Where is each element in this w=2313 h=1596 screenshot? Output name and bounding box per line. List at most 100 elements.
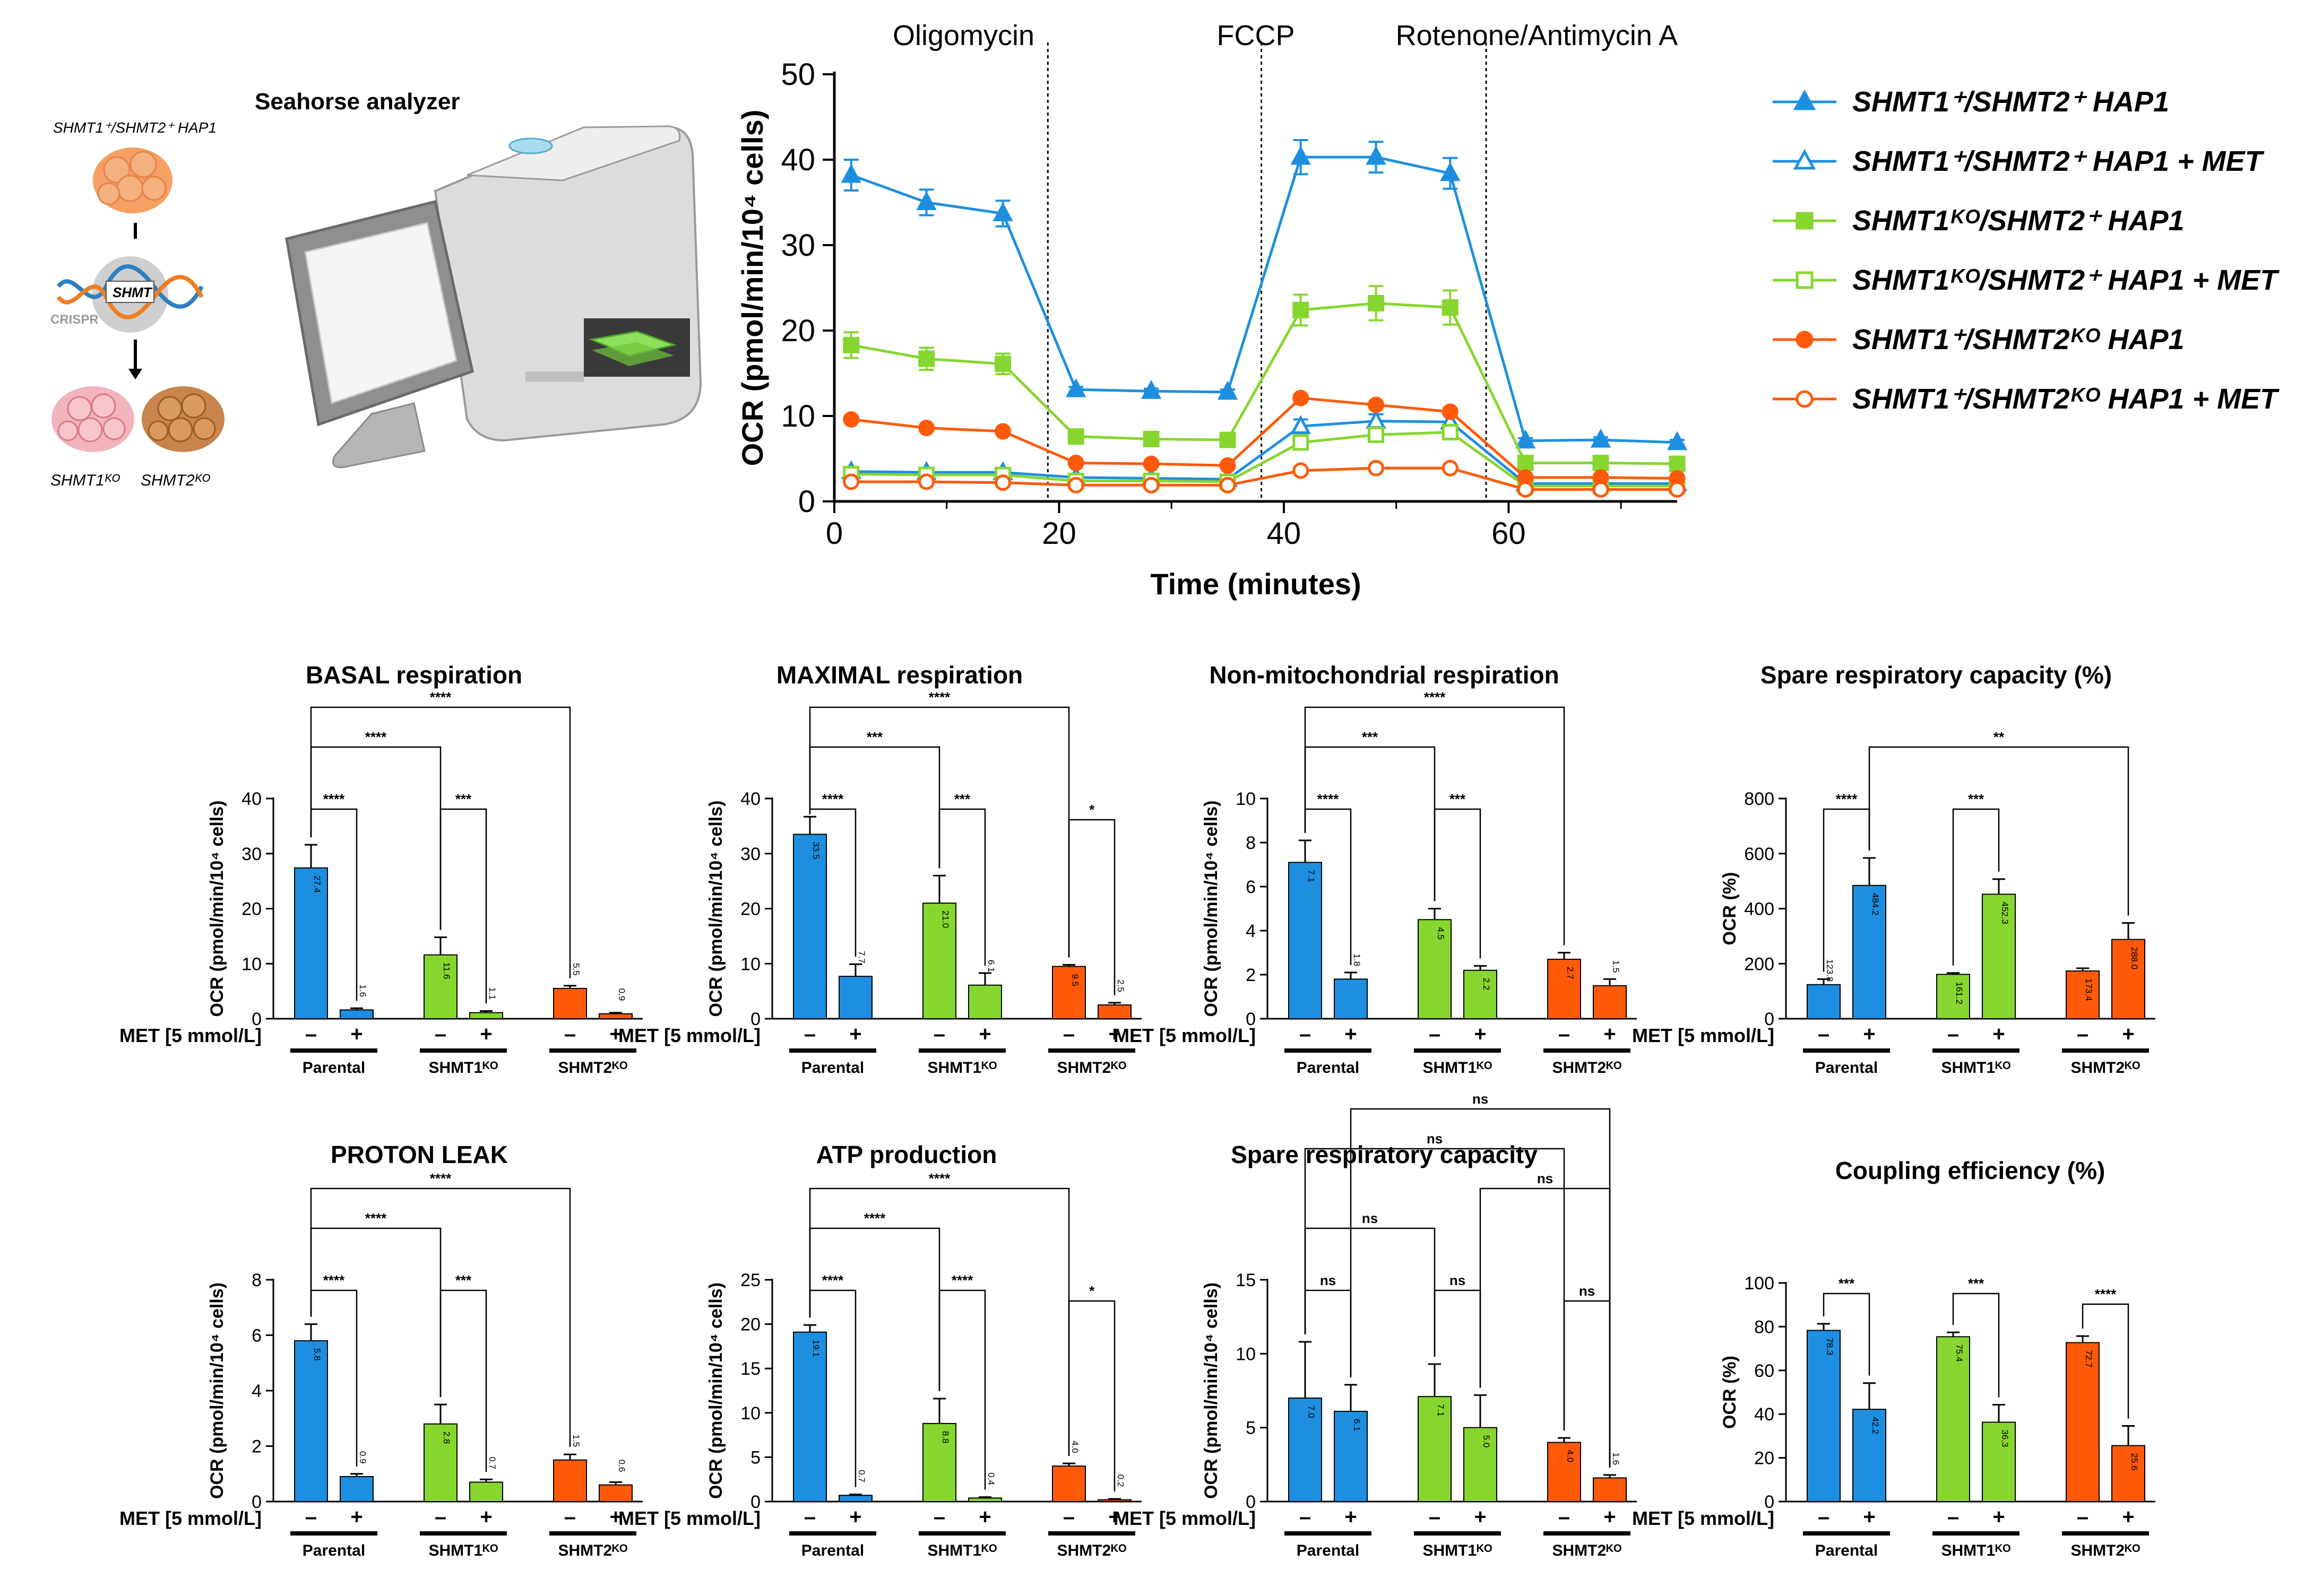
value-label: 5.5 [571, 963, 581, 976]
bar [340, 1476, 374, 1503]
significance-label: **** [822, 791, 844, 807]
value-label: 123.8 [1825, 959, 1835, 982]
group-label: SHMT1ᴷᴼ [927, 1059, 997, 1077]
group-label: SHMT2ᴷᴼ [2070, 1059, 2140, 1077]
condition-label: + [979, 1022, 991, 1046]
legend-marker [1796, 390, 1814, 408]
condition-label: + [1863, 1505, 1875, 1529]
y-tick-label: 600 [1744, 844, 1774, 864]
data-point [995, 423, 1012, 440]
y-axis-label: OCR (%) [1720, 872, 1740, 946]
group-underline [549, 1048, 636, 1053]
injection-label: Oligomycin [893, 20, 1034, 51]
significance-label: **** [822, 1272, 844, 1288]
timecourse-chart: 0 10 20 30 40 50 0 20 40 60 Time (minutes) OCR (pmo… [736, 20, 1688, 601]
y-tick-label: 10 [1236, 1344, 1256, 1364]
y-tick-label: 30 [781, 228, 815, 263]
bar [2066, 1342, 2100, 1503]
bar [1982, 894, 2016, 1020]
data-point [1366, 145, 1386, 165]
y-tick-label: 4 [1246, 921, 1256, 941]
condition-label: + [1863, 1022, 1875, 1046]
significance-label: *** [455, 1272, 472, 1288]
significance-label: ns [1579, 1283, 1595, 1299]
data-point [1590, 428, 1611, 448]
legend-entry: SHMT1ᴷᴼ/SHMT2⁺ HAP1 + MET [1852, 264, 2280, 296]
y-tick-label: 25 [740, 1270, 761, 1290]
data-point [1442, 299, 1458, 316]
bar [424, 1423, 458, 1502]
significance-bracket [439, 808, 487, 1004]
significance-bracket [809, 1227, 940, 1392]
bar [1334, 1411, 1368, 1503]
group-underline [290, 1048, 377, 1053]
bar [1463, 1427, 1497, 1503]
injection-label: FCCP [1217, 20, 1295, 51]
value-label: 1.5 [1611, 960, 1621, 973]
y-tick-label: 10 [241, 954, 262, 974]
bar [599, 1484, 633, 1502]
value-label: 1.6 [1611, 1452, 1621, 1465]
significance-label: **** [430, 1170, 452, 1186]
condition-label: + [1603, 1022, 1616, 1046]
condition-label: + [609, 1505, 622, 1529]
condition-label: – [1818, 1505, 1829, 1529]
schematic-panel: Seahorse analyzer SHMT1⁺/SHMT2⁺ HAP1 SHM… [50, 89, 702, 489]
data-point [1292, 434, 1309, 451]
bar [1098, 1499, 1132, 1503]
significance-bracket [1479, 1187, 1611, 1468]
data-point [843, 411, 860, 428]
condition-label: + [2122, 1022, 2134, 1046]
bar [2111, 1445, 2145, 1503]
y-tick-label: 0 [1246, 1009, 1256, 1029]
data-point [1143, 476, 1160, 493]
group-underline [789, 1531, 876, 1536]
group-label: Parental [303, 1059, 365, 1077]
significance-bracket [1304, 1227, 1436, 1357]
y-axis-label: OCR (pmol/min/10⁴ cells) [1201, 1282, 1221, 1499]
condition-label: + [2122, 1505, 2134, 1529]
significance-bracket [938, 808, 986, 966]
condition-label: – [934, 1505, 945, 1529]
y-tick-label: 4 [252, 1381, 262, 1401]
significance-bracket [439, 1289, 487, 1472]
legend-entry: SHMT1⁺/SHMT2ᴷᴼ HAP1 + MET [1852, 383, 2280, 415]
data-point [995, 474, 1012, 491]
value-label: 0.7 [857, 1470, 867, 1482]
data-point [1592, 481, 1609, 498]
y-tick-label: 100 [1744, 1273, 1774, 1294]
group-underline [1048, 1531, 1135, 1536]
bar [1593, 985, 1627, 1019]
value-label: 173.4 [2084, 978, 2094, 1001]
bar [1852, 1409, 1886, 1502]
bar [1852, 884, 1886, 1020]
significance-label: ns [1320, 1272, 1336, 1288]
significance-bracket [809, 706, 1070, 958]
bar [1418, 1396, 1452, 1503]
significance-label: ns [1427, 1131, 1443, 1147]
value-label: 4.0 [1070, 1441, 1080, 1453]
significance-bracket [1952, 808, 2000, 966]
significance-label: **** [929, 689, 951, 705]
group-label: SHMT2ᴷᴼ [558, 1059, 627, 1077]
data-point [841, 163, 861, 183]
y-tick-label: 0 [750, 1492, 761, 1512]
chart-title: BASAL respiration [306, 661, 522, 689]
data-point [995, 355, 1012, 372]
y-tick-label: 30 [740, 844, 761, 864]
x-tick-label: 20 [1042, 516, 1076, 551]
bar [1807, 1330, 1841, 1503]
significance-label: * [1089, 1283, 1095, 1299]
condition-label: – [934, 1022, 945, 1046]
legend-marker [1796, 271, 1814, 289]
data-point [1368, 459, 1385, 476]
condition-label: + [350, 1022, 363, 1046]
value-label: 161.2 [1954, 982, 1964, 1004]
group-label: SHMT1ᴷᴼ [1422, 1059, 1492, 1077]
y-tick-label: 10 [1236, 789, 1256, 809]
data-point [1066, 378, 1086, 397]
group-underline [2062, 1531, 2149, 1536]
value-label: 6.1 [986, 960, 996, 973]
y-tick-label: 80 [1754, 1317, 1774, 1337]
legend-entry: SHMT1⁺/SHMT2⁺ HAP1 + MET [1852, 145, 2265, 177]
